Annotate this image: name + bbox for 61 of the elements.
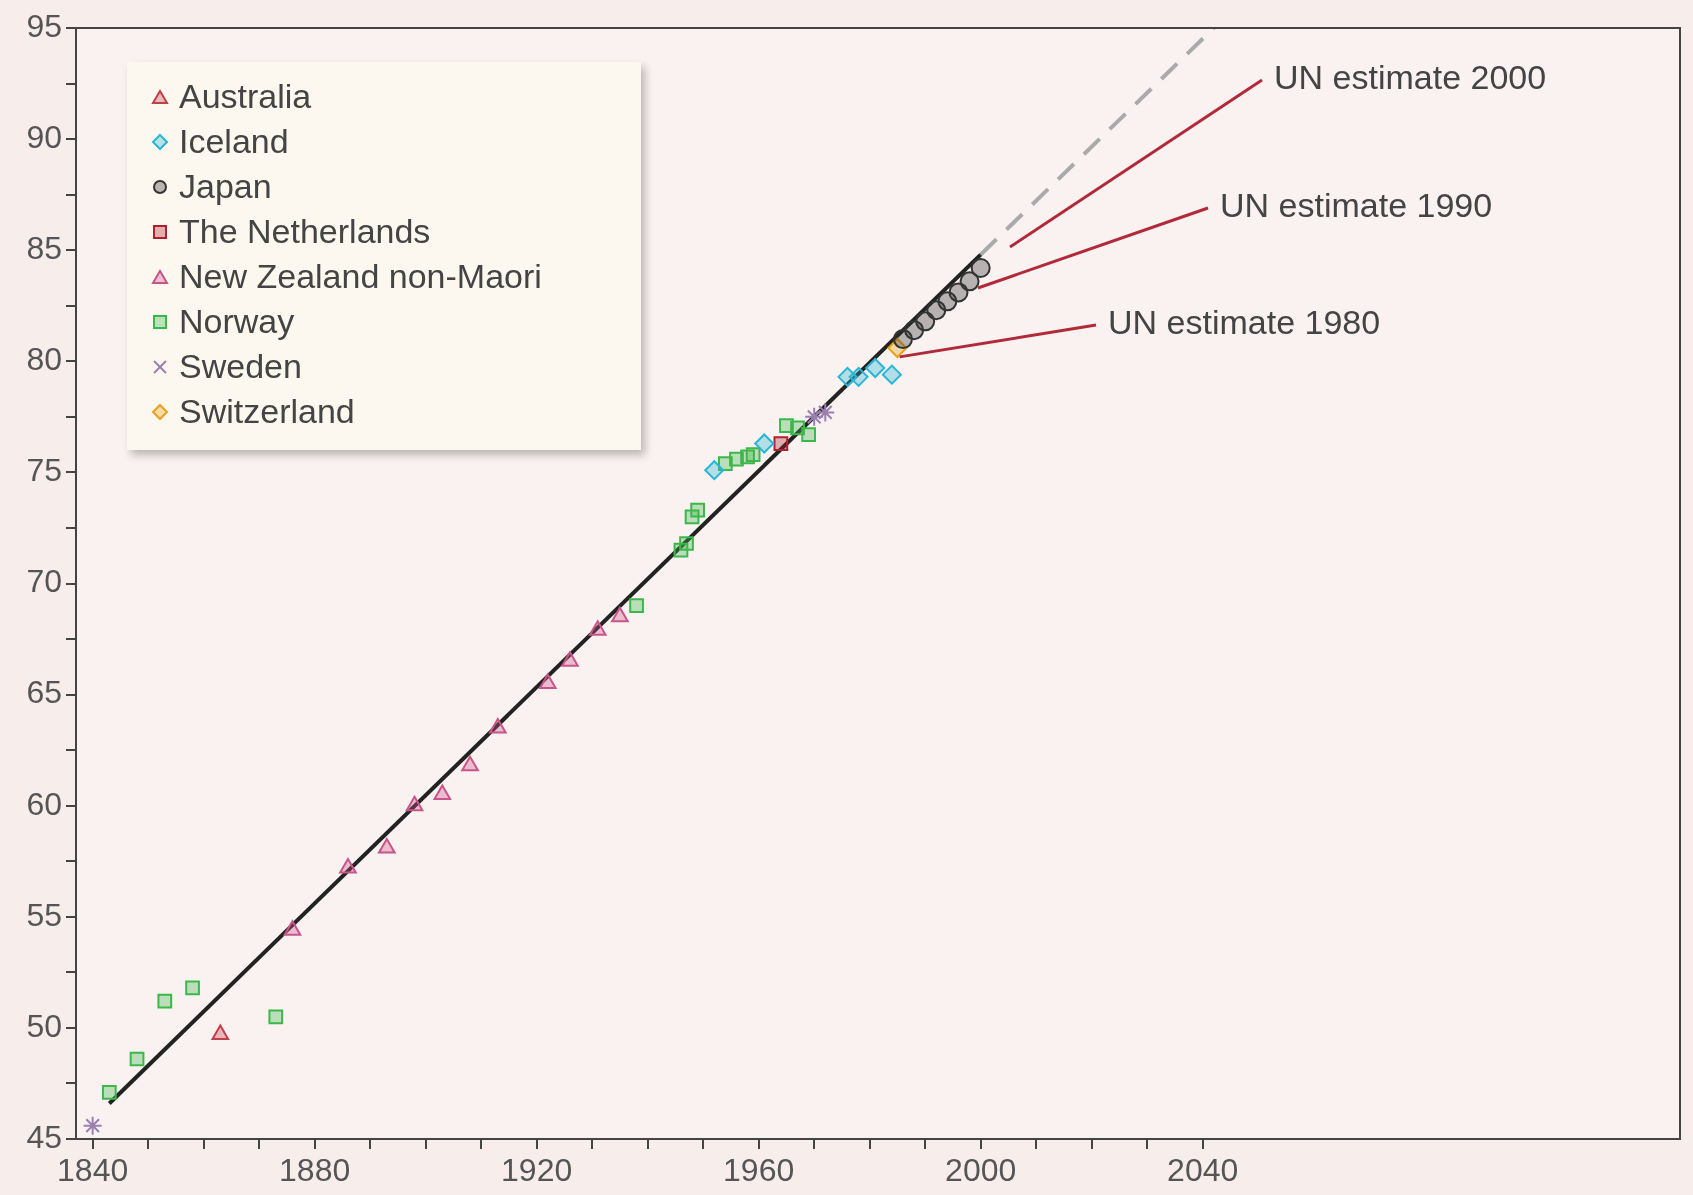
point (211, 1024, 230, 1041)
point (378, 837, 396, 854)
point (773, 436, 789, 451)
y-tick-label: 85 (26, 230, 62, 267)
y-tick-label: 65 (26, 674, 62, 711)
point (339, 857, 357, 874)
point (433, 784, 452, 801)
point (959, 271, 980, 292)
point (283, 920, 302, 936)
point (185, 980, 200, 996)
point (745, 447, 761, 462)
y-tick-label: 80 (26, 341, 62, 378)
point (82, 1115, 103, 1136)
y-tick-label: 75 (26, 452, 62, 489)
point (754, 433, 775, 454)
point (268, 1009, 284, 1025)
point (881, 364, 902, 385)
point (611, 606, 629, 623)
legend-label: Switzerland (179, 392, 355, 431)
point (704, 460, 725, 481)
point (970, 257, 991, 278)
x-tick-label: 1960 (723, 1152, 795, 1189)
point (157, 993, 173, 1009)
annotation: UN estimate 1980 (1108, 303, 1381, 342)
point (129, 1051, 145, 1067)
point (561, 651, 579, 667)
y-tick-label: 60 (26, 785, 62, 822)
point (690, 502, 705, 518)
x-tick-label: 2000 (945, 1152, 1017, 1189)
point (679, 536, 694, 551)
y-tick-label: 70 (26, 563, 62, 600)
point (461, 755, 479, 772)
point (588, 620, 607, 636)
legend-label: New Zealand non-Maori (179, 257, 542, 296)
point (848, 366, 869, 387)
y-tick-label: 95 (26, 7, 62, 44)
point (405, 795, 424, 812)
legend-label: Norway (179, 302, 295, 341)
x-tick-label: 1920 (501, 1152, 573, 1189)
legend-label: Japan (179, 167, 272, 206)
point (804, 406, 825, 427)
annotation: UN estimate 1990 (1220, 186, 1493, 225)
point (801, 427, 816, 442)
point (629, 598, 644, 614)
y-tick-label: 45 (26, 1118, 62, 1155)
x-tick-label: 1880 (279, 1152, 351, 1189)
annotation: UN estimate 2000 (1274, 58, 1547, 97)
y-tick-label: 50 (26, 1007, 62, 1044)
x-tick-label: 1840 (57, 1152, 129, 1189)
point (815, 402, 836, 423)
legend-label: The Netherlands (179, 212, 431, 251)
point (865, 357, 886, 378)
y-tick-label: 55 (26, 896, 62, 933)
legend-label: Iceland (179, 122, 289, 161)
point (538, 673, 557, 689)
point (101, 1084, 117, 1100)
y-tick-label: 90 (26, 118, 62, 155)
legend-label: Sweden (179, 347, 302, 386)
legend-label: Australia (179, 77, 312, 116)
x-tick-label: 2040 (1167, 1152, 1239, 1189)
point (489, 717, 507, 734)
